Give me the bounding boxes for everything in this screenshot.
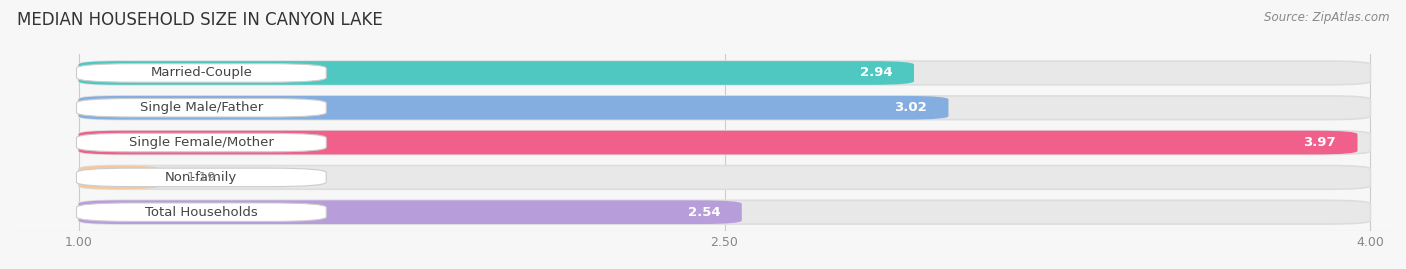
Text: Total Households: Total Households [145, 206, 257, 219]
Text: Single Female/Mother: Single Female/Mother [129, 136, 274, 149]
Text: Single Male/Father: Single Male/Father [139, 101, 263, 114]
FancyBboxPatch shape [79, 61, 1371, 85]
FancyBboxPatch shape [76, 64, 326, 82]
Text: Source: ZipAtlas.com: Source: ZipAtlas.com [1264, 11, 1389, 24]
Text: Married-Couple: Married-Couple [150, 66, 252, 79]
FancyBboxPatch shape [79, 96, 949, 120]
FancyBboxPatch shape [79, 96, 1371, 120]
Text: 1.19: 1.19 [186, 171, 215, 184]
FancyBboxPatch shape [76, 98, 326, 117]
FancyBboxPatch shape [79, 165, 160, 189]
FancyBboxPatch shape [79, 131, 1358, 154]
Text: Non-family: Non-family [166, 171, 238, 184]
FancyBboxPatch shape [79, 200, 1371, 224]
FancyBboxPatch shape [76, 168, 326, 187]
Text: 2.54: 2.54 [688, 206, 720, 219]
Text: 3.97: 3.97 [1303, 136, 1336, 149]
FancyBboxPatch shape [76, 203, 326, 221]
Text: 2.94: 2.94 [860, 66, 893, 79]
FancyBboxPatch shape [79, 200, 742, 224]
Text: 3.02: 3.02 [894, 101, 927, 114]
FancyBboxPatch shape [79, 165, 1371, 189]
FancyBboxPatch shape [79, 61, 914, 85]
FancyBboxPatch shape [79, 131, 1371, 154]
Text: MEDIAN HOUSEHOLD SIZE IN CANYON LAKE: MEDIAN HOUSEHOLD SIZE IN CANYON LAKE [17, 11, 382, 29]
FancyBboxPatch shape [76, 133, 326, 152]
